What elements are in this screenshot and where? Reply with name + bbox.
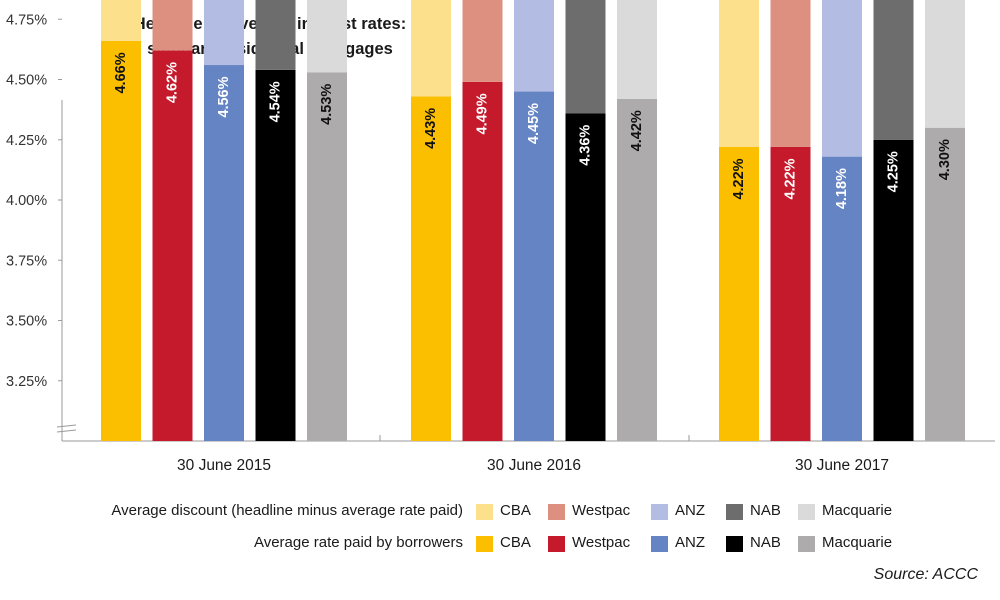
data-label-paid: 4.43% — [423, 108, 439, 149]
bar-paid-macquarie — [307, 72, 347, 442]
y-tick-label: 4.75% — [6, 12, 47, 28]
data-label-paid: 4.54% — [268, 81, 284, 122]
bar-discount-cba — [411, 0, 451, 97]
legend-swatch-discount-cba — [476, 504, 493, 520]
y-tick-label: 3.75% — [6, 253, 47, 269]
bar-paid-westpac — [152, 50, 193, 442]
legend-swatch-paid-anz — [651, 536, 668, 552]
axis-break-mark — [56, 429, 77, 433]
bar-discount-westpac — [770, 0, 811, 147]
x-category-label: 30 June 2015 — [177, 457, 271, 474]
bar-discount-westpac — [462, 0, 503, 82]
bar-paid-cba — [719, 146, 759, 442]
legend-label-discount-cba: CBA — [500, 502, 531, 519]
bar-discount-macquarie — [925, 0, 965, 128]
legend-discount-title: Average discount (headline minus average… — [111, 502, 463, 519]
data-label-paid: 4.66% — [113, 52, 129, 93]
chart-plot: 3.25%3.50%3.75%4.00%4.25%4.50%4.75%5.00%… — [6, 0, 995, 474]
bar-paid-nab — [565, 113, 606, 442]
legend-label-paid-macquarie: Macquarie — [822, 534, 893, 551]
bar-paid-anz — [204, 65, 244, 441]
bar-paid-nab — [873, 139, 914, 441]
legend-label-discount-macquarie: Macquarie — [822, 502, 893, 519]
x-category-label: 30 June 2016 — [487, 457, 581, 474]
legend-swatch-discount-macquarie — [798, 504, 815, 520]
legend-label-discount-nab: NAB — [750, 502, 781, 519]
bar-discount-anz — [204, 0, 244, 66]
y-tick-label: 3.50% — [6, 314, 47, 330]
axis-break-mark — [56, 424, 77, 428]
bar-paid-anz — [822, 156, 862, 441]
bar-discount-macquarie — [307, 0, 347, 73]
bar-discount-westpac — [152, 0, 193, 51]
legend-swatch-paid-westpac — [548, 536, 565, 552]
bar-discount-macquarie — [617, 0, 657, 99]
bar-discount-cba — [101, 0, 141, 41]
data-label-paid: 4.22% — [783, 158, 799, 199]
data-label-paid: 4.30% — [937, 139, 953, 180]
data-label-paid: 4.42% — [629, 110, 645, 151]
legend-swatch-discount-westpac — [548, 504, 565, 520]
bar-paid-macquarie — [617, 98, 657, 441]
y-tick-label: 4.25% — [6, 133, 47, 149]
legend-swatch-discount-nab — [726, 504, 743, 520]
legend: Average discount (headline minus average… — [0, 500, 1000, 560]
legend-label-discount-anz: ANZ — [675, 502, 705, 519]
data-label-paid: 4.49% — [475, 93, 491, 134]
bar-paid-nab — [255, 69, 296, 442]
bar-paid-westpac — [770, 146, 811, 442]
legend-swatch-paid-macquarie — [798, 536, 815, 552]
x-category-label: 30 June 2017 — [795, 457, 889, 474]
legend-label-paid-cba: CBA — [500, 534, 531, 551]
legend-row-paid: Average rate paid by borrowers CBA Westp… — [0, 532, 1000, 556]
data-label-paid: 4.36% — [578, 125, 594, 166]
data-label-paid: 4.22% — [731, 158, 747, 199]
bar-discount-anz — [822, 0, 862, 157]
y-tick-label: 3.25% — [6, 374, 47, 390]
legend-label-discount-westpac: Westpac — [572, 502, 631, 519]
legend-label-paid-westpac: Westpac — [572, 534, 631, 551]
legend-label-paid-nab: NAB — [750, 534, 781, 551]
bar-paid-cba — [101, 40, 141, 441]
legend-paid-title: Average rate paid by borrowers — [253, 534, 463, 551]
data-label-paid: 4.45% — [526, 103, 542, 144]
bar-discount-anz — [514, 0, 554, 92]
bar-paid-westpac — [462, 81, 503, 441]
data-label-paid: 4.53% — [319, 84, 335, 125]
data-label-paid: 4.56% — [216, 76, 232, 117]
y-tick-label: 4.00% — [6, 193, 47, 209]
legend-row-discount: Average discount (headline minus average… — [0, 500, 1000, 524]
legend-swatch-discount-anz — [651, 504, 668, 520]
bar-paid-macquarie — [925, 127, 965, 441]
source-note: Source: ACCC — [873, 566, 978, 583]
data-label-paid: 4.25% — [886, 151, 902, 192]
bar-discount-cba — [719, 0, 759, 147]
bar-discount-nab — [873, 0, 914, 140]
legend-swatch-paid-nab — [726, 536, 743, 552]
bar-discount-nab — [255, 0, 296, 70]
data-label-paid: 4.18% — [834, 168, 850, 209]
bar-discount-nab — [565, 0, 606, 114]
y-tick-label: 4.50% — [6, 73, 47, 89]
legend-swatch-paid-cba — [476, 536, 493, 552]
data-label-paid: 4.62% — [165, 62, 181, 103]
bar-paid-anz — [514, 91, 554, 442]
bar-paid-cba — [411, 96, 451, 442]
legend-label-paid-anz: ANZ — [675, 534, 705, 551]
